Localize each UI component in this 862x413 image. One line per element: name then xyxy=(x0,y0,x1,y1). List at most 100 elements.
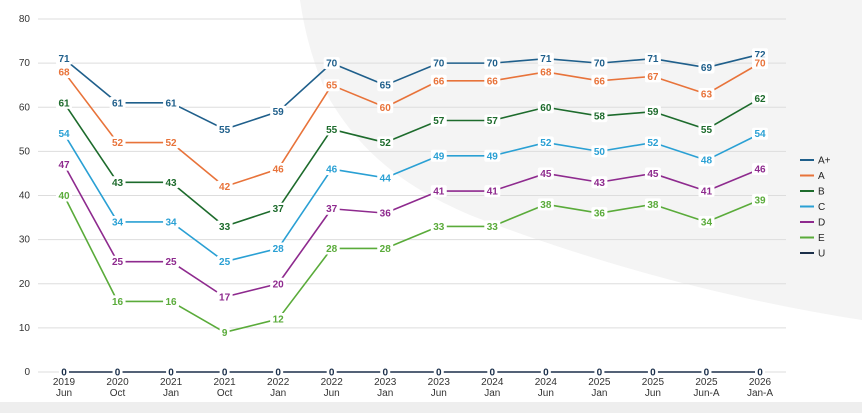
data-label-u: 0 xyxy=(704,368,710,379)
background-shape xyxy=(300,0,862,320)
data-label-b: 55 xyxy=(701,125,713,136)
y-tick-label: 80 xyxy=(19,14,31,25)
y-tick-label: 50 xyxy=(19,146,31,157)
data-label-bg xyxy=(323,79,340,92)
data-label-bg xyxy=(109,136,126,149)
x-tick-label-year: 2023 xyxy=(428,377,451,388)
data-label-bg xyxy=(109,215,126,228)
x-tick-label-period: Jun xyxy=(645,388,661,399)
data-label-bg xyxy=(430,220,447,233)
data-label-bg xyxy=(377,207,394,220)
data-label-u: 0 xyxy=(275,368,281,379)
data-label-d: 37 xyxy=(326,204,338,215)
data-label-b: 62 xyxy=(754,94,766,105)
y-tick-label: 40 xyxy=(19,191,31,202)
data-label-d: 41 xyxy=(701,187,713,198)
series-line-c xyxy=(63,133,761,263)
data-label-e: 28 xyxy=(326,244,338,255)
data-label-bg xyxy=(540,366,551,378)
x-tick-label-year: 2025 xyxy=(642,377,665,388)
data-label-bg xyxy=(163,255,180,268)
data-label-bg xyxy=(594,366,605,378)
data-label-bg xyxy=(270,242,287,255)
data-label-bg xyxy=(323,57,340,70)
data-label-e: 36 xyxy=(594,209,606,220)
data-label-bg xyxy=(647,366,658,378)
data-label-bg xyxy=(163,176,180,189)
data-label-bg xyxy=(216,290,233,303)
data-label-e: 16 xyxy=(166,297,178,308)
data-label-bg xyxy=(430,57,447,70)
data-label-bg xyxy=(323,202,340,215)
x-tick-label-year: 2022 xyxy=(321,377,344,388)
x-tick-label-period: Oct xyxy=(110,388,126,399)
data-label-a-plus: 70 xyxy=(326,59,338,70)
y-tick-label: 20 xyxy=(19,279,31,290)
data-label-u: 0 xyxy=(329,368,335,379)
data-label-bg xyxy=(698,88,715,101)
data-label-bg xyxy=(377,171,394,184)
data-label-c: 52 xyxy=(647,138,659,149)
data-label-bg xyxy=(430,114,447,127)
series-line-e xyxy=(63,195,761,334)
data-label-bg xyxy=(216,220,233,233)
data-label-a: 66 xyxy=(487,76,499,87)
data-label-bg xyxy=(109,176,126,189)
data-label-bg xyxy=(163,295,180,308)
data-label-e: 12 xyxy=(273,315,285,326)
data-labels: 71 61 61 55 59 70 65 70 70 71 70 71 69 72 68 52 52 42 46 65… xyxy=(56,48,768,379)
data-label-c: 49 xyxy=(487,151,499,162)
data-label-bg xyxy=(537,65,554,78)
data-label-bg xyxy=(752,92,768,105)
data-label-c: 28 xyxy=(273,244,285,255)
data-label-bg xyxy=(591,145,608,158)
data-label-b: 57 xyxy=(487,116,499,127)
x-tick-label-year: 2024 xyxy=(481,377,504,388)
data-label-e: 33 xyxy=(487,222,499,233)
data-label-d: 17 xyxy=(219,292,231,303)
x-tick-label-period: Jan xyxy=(484,388,500,399)
x-tick-label-period: Jan xyxy=(591,388,607,399)
data-label-bg xyxy=(484,149,501,162)
data-label-bg xyxy=(698,185,715,198)
data-label-c: 44 xyxy=(380,173,392,184)
data-label-e: 33 xyxy=(433,222,445,233)
data-label-bg xyxy=(644,52,661,65)
data-label-u: 0 xyxy=(61,368,67,379)
x-tick-label-period: Jun xyxy=(56,388,72,399)
data-label-c: 34 xyxy=(166,217,178,228)
data-label-u: 0 xyxy=(597,368,603,379)
data-label-a-plus: 70 xyxy=(487,59,499,70)
data-label-e: 38 xyxy=(540,200,552,211)
data-label-b: 61 xyxy=(58,98,70,109)
data-label-bg xyxy=(644,70,661,83)
data-label-bg xyxy=(484,114,501,127)
data-label-bg xyxy=(56,65,72,78)
series-line-a-plus xyxy=(63,53,761,131)
data-label-bg xyxy=(270,313,287,326)
data-label-d: 20 xyxy=(273,279,285,290)
x-tick-label-year: 2023 xyxy=(374,377,397,388)
data-label-bg xyxy=(109,96,126,109)
data-label-e: 38 xyxy=(647,200,659,211)
data-label-b: 52 xyxy=(380,138,392,149)
data-label-bg xyxy=(377,79,394,92)
x-tick-label-year: 2025 xyxy=(695,377,718,388)
data-label-bg xyxy=(752,163,768,176)
data-label-bg xyxy=(323,123,340,136)
data-label-c: 46 xyxy=(326,165,338,176)
data-label-bg xyxy=(56,127,72,140)
x-tick-label-period: Jun xyxy=(431,388,447,399)
x-tick-label-period: Jan-A xyxy=(747,388,773,399)
x-tick-label-year: 2026 xyxy=(749,377,772,388)
data-label-bg xyxy=(112,366,123,378)
data-label-bg xyxy=(163,96,180,109)
data-label-a: 68 xyxy=(540,67,552,78)
x-tick-label-year: 2019 xyxy=(53,377,76,388)
data-label-bg xyxy=(487,366,498,378)
data-label-bg xyxy=(323,242,340,255)
data-label-d: 36 xyxy=(380,209,392,220)
x-axis-ticks: 2019Jun2020Oct2021Jan2021Oct2022Jan2022J… xyxy=(53,372,773,399)
data-label-bg xyxy=(698,61,715,74)
